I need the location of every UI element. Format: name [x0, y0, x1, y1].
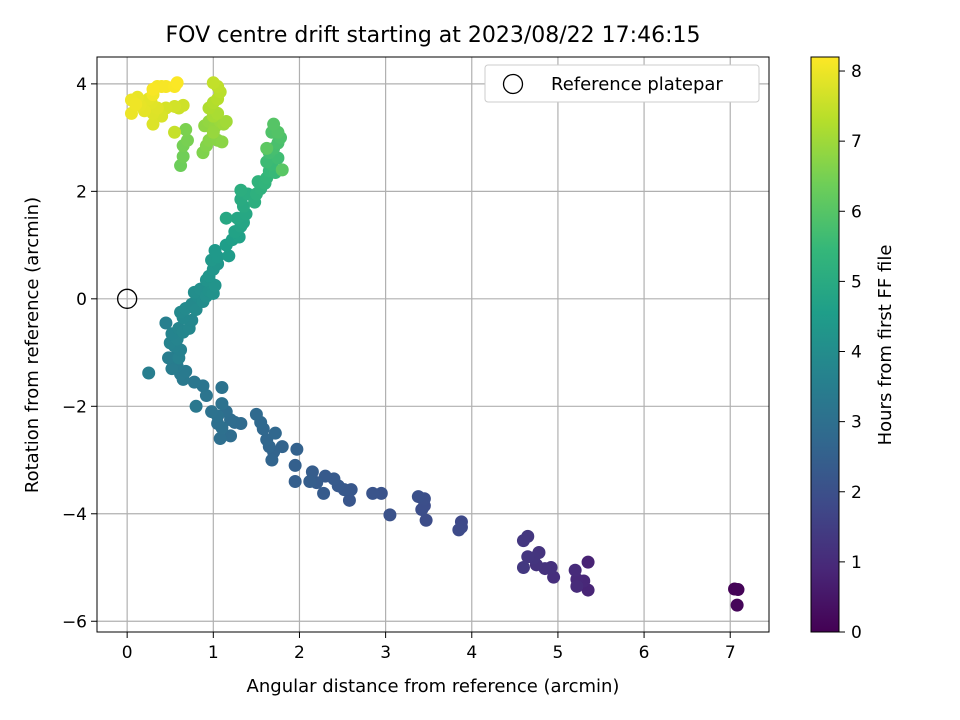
data-point [730, 598, 744, 612]
x-tick-label: 4 [466, 643, 477, 663]
data-point [179, 123, 193, 137]
data-point [290, 442, 304, 456]
colorbar-tick-label: 8 [851, 62, 862, 82]
data-point [205, 405, 219, 419]
data-point [146, 82, 160, 96]
x-tick-label: 2 [294, 643, 305, 663]
data-point [189, 399, 203, 413]
data-point [265, 453, 279, 467]
data-point [342, 493, 356, 507]
y-tick-label: 2 [76, 182, 87, 202]
data-point [206, 125, 220, 139]
data-point [521, 550, 535, 564]
y-axis-label: Rotation from reference (arcmin) [22, 197, 43, 493]
data-point [249, 407, 263, 421]
data-point [215, 380, 229, 394]
grid-lines [97, 57, 769, 632]
legend-box [484, 64, 760, 103]
data-point [366, 486, 380, 500]
data-point [419, 513, 433, 527]
x-tick-label: 1 [208, 643, 219, 663]
colorbar [810, 56, 840, 633]
reference-marker [117, 288, 138, 309]
data-point [222, 249, 236, 263]
data-point [176, 149, 190, 163]
data-point [516, 561, 530, 575]
colorbar-tick-label: 6 [851, 202, 862, 222]
data-point [383, 508, 397, 522]
data-point [206, 76, 220, 90]
data-point [731, 583, 745, 597]
data-point [208, 243, 222, 257]
data-point [146, 117, 160, 131]
data-point [187, 375, 201, 389]
colorbar-tick-label: 7 [851, 132, 862, 152]
colorbar-tick-label: 5 [851, 272, 862, 292]
colorbar-label: Hours from first FF file [875, 245, 896, 446]
data-point [219, 114, 233, 128]
data-point [213, 432, 227, 446]
data-point [581, 555, 595, 569]
data-point [267, 117, 281, 131]
data-point [268, 426, 282, 440]
data-point [180, 133, 194, 147]
x-axis-ticks: 0 1 2 3 4 5 6 7 [122, 632, 736, 663]
data-point [208, 278, 222, 292]
data-point [568, 563, 582, 577]
y-tick-label: 4 [76, 75, 87, 95]
x-tick-label: 3 [380, 643, 391, 663]
data-point [168, 125, 182, 139]
y-tick-label: −4 [62, 505, 87, 525]
data-point [129, 97, 143, 111]
y-axis-ticks: −6 −4 −2 0 2 4 [62, 75, 97, 632]
data-point [288, 475, 302, 489]
data-point [570, 579, 584, 593]
data-point [234, 183, 248, 197]
x-tick-label: 7 [725, 643, 736, 663]
y-tick-label: −6 [62, 612, 87, 632]
legend-label: Reference platepar [551, 74, 723, 95]
data-point [224, 429, 238, 443]
y-tick-label: 0 [76, 290, 87, 310]
y-tick-label: −2 [62, 397, 87, 417]
colorbar-tick-label: 4 [851, 343, 862, 363]
plot-frame [96, 56, 770, 633]
data-point [288, 458, 302, 472]
data-point [260, 141, 274, 155]
x-tick-label: 0 [122, 643, 133, 663]
chart-title: FOV centre drift starting at 2023/08/22 … [166, 23, 701, 48]
data-point [142, 366, 156, 380]
colorbar-ticks: 0 1 2 3 4 5 6 7 8 [839, 62, 862, 643]
data-point [411, 490, 425, 504]
data-point [317, 486, 331, 500]
colorbar-tick-label: 2 [851, 483, 862, 503]
data-point [215, 135, 229, 149]
data-point [219, 211, 233, 225]
data-point [516, 534, 530, 548]
x-tick-label: 5 [553, 643, 564, 663]
data-point [275, 163, 289, 177]
data-point [159, 316, 173, 330]
data-point [303, 475, 317, 489]
legend: Reference platepar [484, 64, 760, 103]
data-point [452, 523, 466, 537]
colorbar-tick-label: 0 [851, 623, 862, 643]
x-axis-label: Angular distance from reference (arcmin) [247, 676, 620, 697]
reference-platepar-point [117, 288, 138, 309]
x-tick-label: 6 [639, 643, 650, 663]
legend-reference-symbol [502, 73, 524, 95]
data-point [165, 362, 179, 376]
colorbar-tick-label: 1 [851, 553, 862, 573]
colorbar-tick-label: 3 [851, 413, 862, 433]
data-point [170, 76, 184, 90]
data-point [215, 397, 229, 411]
data-point [162, 351, 176, 365]
data-point [415, 502, 429, 516]
scatter-points [124, 76, 745, 612]
